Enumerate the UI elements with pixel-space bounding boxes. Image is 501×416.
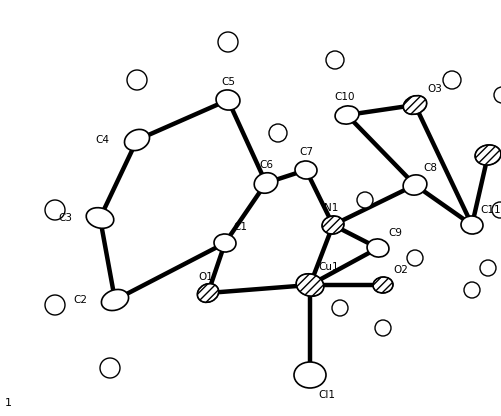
Circle shape (331, 300, 347, 316)
Ellipse shape (101, 290, 128, 311)
Ellipse shape (295, 161, 316, 179)
Ellipse shape (372, 277, 392, 293)
Circle shape (100, 358, 120, 378)
Ellipse shape (296, 274, 323, 296)
Ellipse shape (322, 216, 343, 234)
Text: O4: O4 (499, 135, 501, 145)
Text: C1: C1 (232, 222, 246, 232)
Circle shape (491, 202, 501, 218)
Text: C6: C6 (259, 160, 273, 170)
Circle shape (479, 260, 495, 276)
Ellipse shape (197, 284, 218, 302)
Ellipse shape (124, 129, 149, 151)
Circle shape (442, 71, 460, 89)
Ellipse shape (215, 90, 239, 110)
Text: C11: C11 (479, 205, 499, 215)
Circle shape (374, 320, 390, 336)
Text: C5: C5 (220, 77, 234, 87)
Text: C7: C7 (299, 147, 313, 157)
Text: C2: C2 (73, 295, 87, 305)
Ellipse shape (294, 362, 325, 388)
Ellipse shape (460, 216, 482, 234)
Text: Cl1: Cl1 (317, 390, 334, 400)
Text: O2: O2 (392, 265, 407, 275)
Circle shape (45, 295, 65, 315)
Ellipse shape (474, 145, 500, 165)
Circle shape (217, 32, 237, 52)
Ellipse shape (366, 239, 388, 257)
Ellipse shape (254, 173, 277, 193)
Ellipse shape (86, 208, 114, 228)
Ellipse shape (402, 96, 426, 114)
Text: C10: C10 (334, 92, 355, 102)
Text: O3: O3 (426, 84, 441, 94)
Text: 1: 1 (5, 398, 12, 408)
Text: Cu1: Cu1 (317, 262, 338, 272)
Text: C8: C8 (422, 163, 436, 173)
Circle shape (356, 192, 372, 208)
Text: C9: C9 (387, 228, 401, 238)
Text: N1: N1 (323, 203, 338, 213)
Circle shape (45, 200, 65, 220)
Circle shape (269, 124, 287, 142)
Ellipse shape (334, 106, 358, 124)
Text: C4: C4 (95, 135, 109, 145)
Ellipse shape (402, 175, 426, 195)
Circle shape (463, 282, 479, 298)
Text: O1: O1 (198, 272, 213, 282)
Circle shape (127, 70, 147, 90)
Circle shape (406, 250, 422, 266)
Text: C3: C3 (58, 213, 72, 223)
Ellipse shape (213, 234, 235, 252)
Circle shape (493, 87, 501, 103)
Circle shape (325, 51, 343, 69)
